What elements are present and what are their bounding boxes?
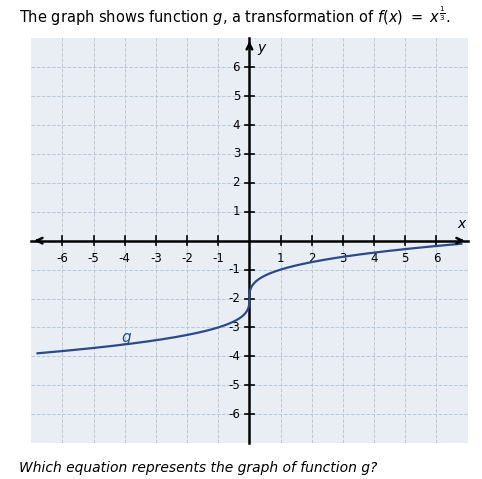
Text: y: y bbox=[257, 41, 266, 55]
Text: 3: 3 bbox=[233, 148, 240, 160]
Text: 2: 2 bbox=[308, 252, 316, 265]
Text: -6: -6 bbox=[228, 408, 240, 421]
Text: 5: 5 bbox=[233, 90, 240, 103]
Text: 5: 5 bbox=[402, 252, 409, 265]
Text: -1: -1 bbox=[228, 263, 240, 276]
Text: 1: 1 bbox=[233, 205, 240, 218]
Text: -1: -1 bbox=[213, 252, 224, 265]
Text: 2: 2 bbox=[233, 176, 240, 189]
Text: -3: -3 bbox=[228, 321, 240, 334]
Text: -4: -4 bbox=[119, 252, 131, 265]
Text: 3: 3 bbox=[339, 252, 347, 265]
Text: -2: -2 bbox=[228, 292, 240, 305]
Text: 4: 4 bbox=[233, 119, 240, 132]
Text: g: g bbox=[121, 330, 131, 345]
Text: 6: 6 bbox=[433, 252, 440, 265]
Text: -5: -5 bbox=[88, 252, 99, 265]
Text: -4: -4 bbox=[228, 350, 240, 363]
Text: 6: 6 bbox=[233, 61, 240, 74]
Text: x: x bbox=[458, 217, 466, 230]
Text: 1: 1 bbox=[277, 252, 284, 265]
Text: The graph shows function $g$, a transformation of $f(x)\ =\ x^{\frac{1}{3}}$.: The graph shows function $g$, a transfor… bbox=[19, 4, 451, 28]
Text: -3: -3 bbox=[150, 252, 162, 265]
Text: -6: -6 bbox=[56, 252, 68, 265]
Text: 4: 4 bbox=[370, 252, 378, 265]
Text: -5: -5 bbox=[228, 379, 240, 392]
Text: -2: -2 bbox=[181, 252, 193, 265]
Text: Which equation represents the graph of function g?: Which equation represents the graph of f… bbox=[19, 461, 378, 475]
